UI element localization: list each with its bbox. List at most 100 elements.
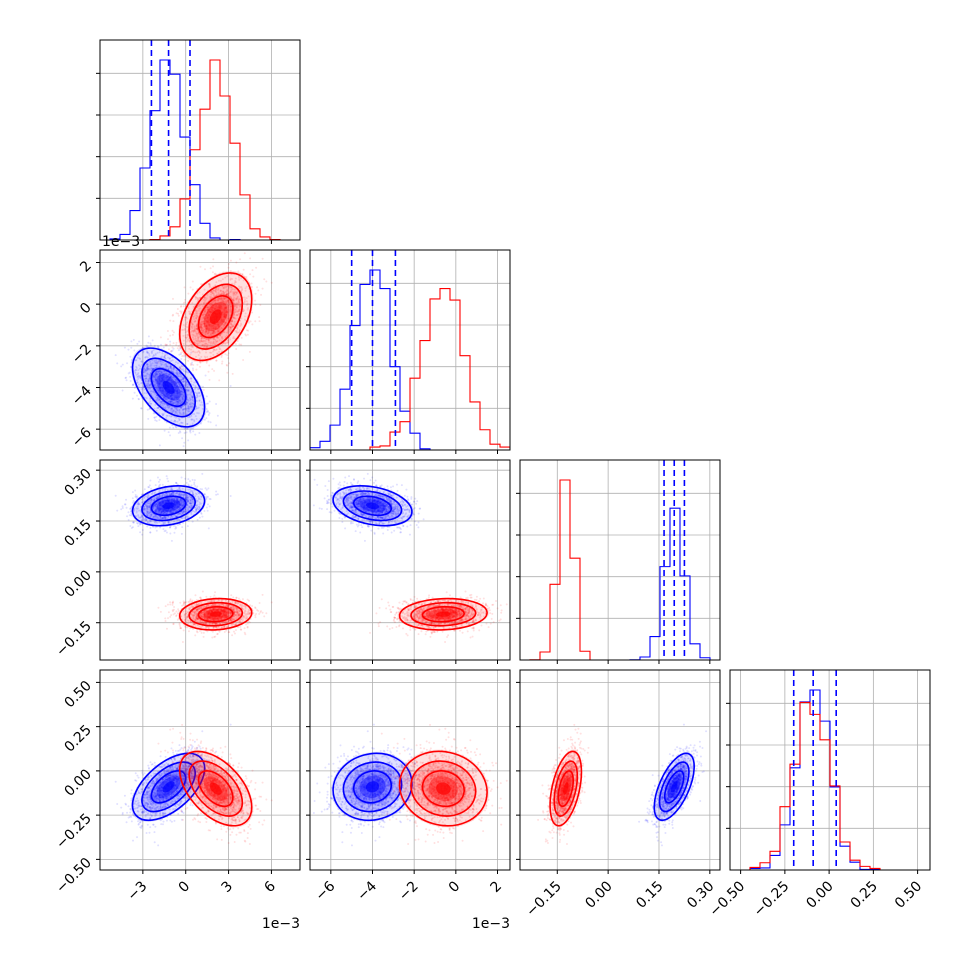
scatter-point (135, 496, 137, 498)
scatter-point (201, 516, 203, 518)
scatter-point (185, 431, 187, 433)
scatter-point (133, 339, 135, 341)
scatter-point (186, 482, 188, 484)
scatter-point (152, 339, 154, 341)
scatter-point (204, 268, 206, 270)
scatter-point (169, 335, 171, 337)
scatter-point (150, 344, 152, 346)
scatter-point (139, 531, 141, 533)
scatter-point (128, 372, 130, 374)
scatter-point (195, 369, 197, 371)
scatter-point (127, 511, 129, 513)
scatter-point (194, 485, 196, 487)
scatter-point (196, 485, 198, 487)
scatter-point (178, 349, 180, 351)
scatter-point (159, 479, 161, 481)
scatter-point (255, 267, 257, 269)
scatter-point (134, 489, 136, 491)
scatter-point (207, 510, 209, 512)
scatter-point (172, 298, 174, 300)
scatter-point (207, 402, 209, 404)
scatter-point (206, 395, 208, 397)
scatter-point (221, 360, 223, 362)
scatter-point (208, 379, 210, 381)
scatter-point (159, 444, 161, 446)
scatter-point (184, 478, 186, 480)
scatter-point (132, 384, 134, 386)
scatter-point (242, 359, 244, 361)
scatter-point (246, 329, 248, 331)
scatter-point (247, 334, 249, 336)
scatter-point (226, 372, 228, 374)
scatter-point (180, 352, 182, 354)
scatter-point (249, 273, 251, 275)
scatter-point (202, 591, 204, 593)
scatter-point (169, 320, 171, 322)
scatter-point (130, 380, 132, 382)
scatter-point (120, 365, 122, 367)
scatter-point (205, 375, 207, 377)
scatter-point (166, 475, 168, 477)
scatter-point (212, 271, 214, 273)
scatter-point (149, 484, 151, 486)
scatter-point (147, 418, 149, 420)
scatter-point (191, 484, 193, 486)
scatter-point (182, 641, 184, 643)
scatter-point (192, 430, 194, 432)
scatter-point (215, 424, 217, 426)
scatter-point (181, 526, 183, 528)
scatter-point (242, 598, 244, 600)
scatter-point (249, 257, 251, 259)
scatter-point (192, 369, 194, 371)
scatter-point (134, 392, 136, 394)
scatter-point (194, 434, 196, 436)
scatter-point (135, 494, 137, 496)
scatter-point (167, 338, 169, 340)
scatter-point (169, 533, 171, 535)
scatter-point (194, 479, 196, 481)
scatter-point (132, 491, 134, 493)
scatter-point (189, 430, 191, 432)
scatter-point (241, 337, 243, 339)
scatter-point (221, 363, 223, 365)
scatter-point (184, 299, 186, 301)
scatter-point (172, 334, 174, 336)
scatter-point (215, 490, 217, 492)
scatter-point (180, 305, 182, 307)
scatter-point (215, 403, 217, 405)
scatter-point (126, 362, 128, 364)
scatter-point (187, 525, 189, 527)
scatter-point (199, 366, 201, 368)
scatter-point (210, 421, 212, 423)
scatter-point (176, 482, 178, 484)
scatter-point (209, 412, 211, 414)
scatter-point (197, 519, 199, 521)
scatter-point (171, 604, 173, 606)
scatter-point (228, 267, 230, 269)
scatter-point (187, 439, 189, 441)
scatter-point (158, 419, 160, 421)
scatter-point (162, 528, 164, 530)
scatter-point (141, 534, 143, 536)
scatter-point (215, 360, 217, 362)
scatter-point (158, 485, 160, 487)
scatter-point (243, 269, 245, 271)
scatter-point (210, 498, 212, 500)
scatter-point (163, 346, 165, 348)
scatter-point (193, 481, 195, 483)
scatter-point (206, 362, 208, 364)
scatter-point (149, 531, 151, 533)
scatter-point (172, 427, 174, 429)
scatter-point (179, 310, 181, 312)
scatter-point (224, 353, 226, 355)
scatter-point (142, 529, 144, 531)
scatter-point (146, 525, 148, 527)
scatter-point (169, 604, 171, 606)
scatter-point (179, 431, 181, 433)
scatter-point (162, 484, 164, 486)
scatter-point (265, 280, 267, 282)
scatter-point (206, 507, 208, 509)
scatter-point (175, 342, 177, 344)
scatter-point (198, 432, 200, 434)
scatter-point (173, 532, 175, 534)
